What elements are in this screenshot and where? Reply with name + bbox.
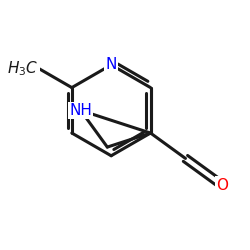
Text: N: N — [106, 57, 117, 72]
Text: NH: NH — [69, 103, 92, 118]
Text: O: O — [216, 178, 228, 193]
Text: $H_3C$: $H_3C$ — [7, 59, 38, 78]
